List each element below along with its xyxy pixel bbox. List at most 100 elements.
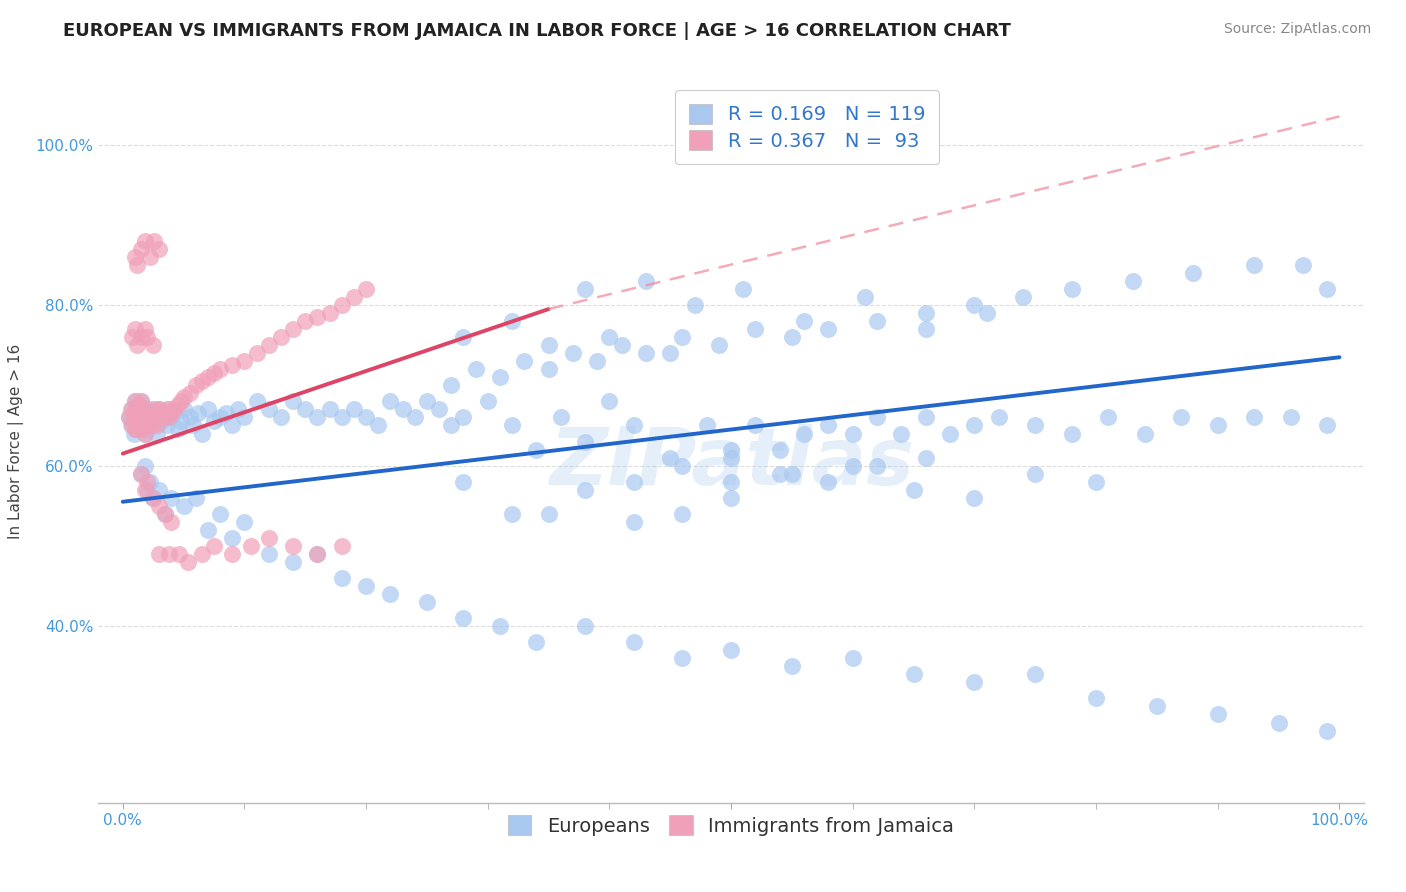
- Point: [136, 418, 159, 433]
- Point: [143, 234, 166, 248]
- Point: [184, 378, 207, 392]
- Point: [903, 667, 925, 681]
- Point: [127, 338, 149, 352]
- Point: [129, 242, 152, 256]
- Point: [221, 358, 243, 373]
- Point: [129, 330, 152, 344]
- Point: [1085, 475, 1108, 489]
- Point: [127, 402, 149, 417]
- Point: [127, 402, 149, 417]
- Point: [416, 595, 439, 609]
- Point: [733, 282, 755, 296]
- Point: [257, 547, 280, 561]
- Point: [118, 410, 141, 425]
- Point: [477, 394, 499, 409]
- Point: [157, 547, 180, 561]
- Point: [221, 531, 243, 545]
- Point: [136, 410, 159, 425]
- Point: [128, 410, 150, 425]
- Point: [574, 619, 596, 633]
- Point: [141, 410, 163, 425]
- Point: [281, 394, 304, 409]
- Point: [526, 442, 548, 457]
- Point: [720, 491, 742, 505]
- Point: [1085, 691, 1108, 706]
- Point: [574, 434, 596, 449]
- Point: [281, 539, 304, 553]
- Point: [129, 415, 152, 429]
- Point: [129, 415, 152, 429]
- Point: [453, 410, 475, 425]
- Point: [380, 587, 402, 601]
- Text: Source: ZipAtlas.com: Source: ZipAtlas.com: [1223, 22, 1371, 37]
- Point: [404, 410, 426, 425]
- Point: [537, 362, 560, 376]
- Point: [246, 394, 269, 409]
- Point: [155, 402, 177, 417]
- Point: [427, 402, 450, 417]
- Point: [890, 426, 912, 441]
- Point: [122, 407, 145, 421]
- Point: [294, 402, 316, 417]
- Point: [142, 418, 165, 433]
- Point: [1206, 418, 1229, 433]
- Point: [183, 418, 205, 433]
- Point: [623, 515, 645, 529]
- Point: [120, 402, 142, 417]
- Point: [138, 250, 160, 264]
- Point: [526, 635, 548, 649]
- Point: [134, 458, 156, 473]
- Point: [163, 402, 186, 417]
- Point: [215, 407, 238, 421]
- Point: [209, 410, 232, 425]
- Point: [139, 415, 162, 429]
- Point: [780, 467, 803, 481]
- Point: [173, 499, 195, 513]
- Point: [598, 394, 620, 409]
- Point: [294, 314, 316, 328]
- Point: [440, 418, 463, 433]
- Point: [610, 338, 633, 352]
- Point: [634, 346, 657, 360]
- Point: [138, 415, 160, 429]
- Point: [197, 370, 219, 384]
- Point: [121, 402, 143, 417]
- Point: [209, 507, 232, 521]
- Point: [780, 659, 803, 673]
- Point: [136, 418, 159, 433]
- Point: [720, 475, 742, 489]
- Point: [139, 407, 162, 421]
- Point: [354, 579, 377, 593]
- Point: [537, 338, 560, 352]
- Point: [121, 330, 143, 344]
- Point: [914, 306, 936, 320]
- Point: [125, 410, 148, 425]
- Point: [127, 423, 149, 437]
- Point: [122, 426, 145, 441]
- Point: [124, 394, 146, 409]
- Point: [391, 402, 413, 417]
- Point: [146, 426, 169, 441]
- Point: [129, 402, 152, 417]
- Point: [129, 467, 152, 481]
- Point: [166, 423, 188, 437]
- Point: [148, 402, 170, 417]
- Point: [128, 398, 150, 412]
- Point: [136, 330, 159, 344]
- Point: [131, 410, 153, 425]
- Point: [380, 394, 402, 409]
- Point: [914, 410, 936, 425]
- Point: [173, 391, 195, 405]
- Point: [134, 483, 156, 497]
- Point: [153, 410, 176, 425]
- Point: [769, 442, 792, 457]
- Point: [138, 410, 160, 425]
- Point: [574, 282, 596, 296]
- Point: [501, 314, 523, 328]
- Point: [160, 410, 183, 425]
- Point: [150, 415, 173, 429]
- Point: [1012, 290, 1035, 304]
- Point: [963, 675, 986, 690]
- Point: [793, 426, 815, 441]
- Point: [780, 330, 803, 344]
